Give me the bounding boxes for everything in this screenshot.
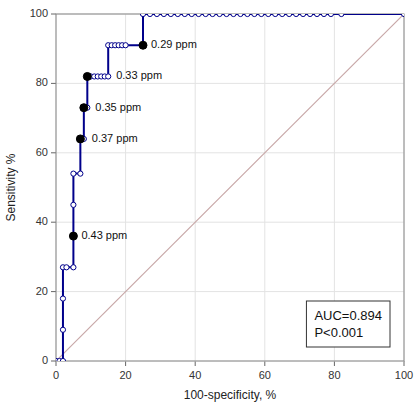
series-point bbox=[168, 14, 173, 17]
series-point bbox=[401, 14, 404, 17]
annotation-label: 0.37 ppm bbox=[92, 132, 138, 144]
annotation-label: 0.29 ppm bbox=[151, 38, 197, 50]
series-point bbox=[154, 14, 159, 17]
stat-text: AUC=0.894 bbox=[314, 308, 382, 323]
series-point bbox=[328, 14, 333, 17]
series-point bbox=[64, 265, 69, 270]
annotation-label: 0.43 ppm bbox=[81, 229, 127, 241]
x-tick bbox=[404, 361, 405, 366]
y-tick-label: 40 bbox=[36, 215, 48, 227]
y-tick bbox=[51, 14, 56, 15]
x-tick-label: 100 bbox=[395, 369, 413, 381]
series-point bbox=[217, 14, 222, 17]
y-tick bbox=[51, 291, 56, 292]
axes: 0 20 40 60 80 100 0 20 40 60 80 100 bbox=[30, 7, 414, 381]
stat-box: AUC=0.894 P<0.001 bbox=[306, 301, 390, 347]
data-layer bbox=[56, 14, 404, 361]
x-tick-label: 20 bbox=[119, 369, 131, 381]
plot-area bbox=[56, 14, 404, 361]
series-point bbox=[224, 14, 229, 17]
series-point bbox=[210, 14, 215, 17]
x-tick bbox=[195, 361, 196, 366]
annotated-point bbox=[139, 41, 147, 49]
x-tick bbox=[334, 361, 335, 366]
series-line bbox=[56, 14, 404, 361]
stat-box-frame bbox=[306, 301, 390, 347]
x-grid-line bbox=[195, 14, 196, 361]
x-tick-label: 80 bbox=[328, 369, 340, 381]
series-point bbox=[175, 14, 180, 17]
series-line bbox=[56, 14, 404, 361]
x-grid-line bbox=[125, 14, 126, 361]
annotated-point bbox=[69, 232, 77, 240]
y-tick-label: 100 bbox=[30, 7, 48, 19]
x-axis-label: 100-specificity, % bbox=[184, 388, 277, 402]
series-point bbox=[60, 358, 65, 361]
series-point bbox=[245, 14, 250, 17]
y-tick-label: 80 bbox=[36, 76, 48, 88]
y-tick bbox=[51, 152, 56, 153]
series-point bbox=[106, 74, 111, 79]
series-point bbox=[287, 14, 292, 17]
series-point bbox=[266, 14, 271, 17]
annotated-point bbox=[80, 104, 88, 112]
series-point bbox=[307, 14, 312, 17]
series-point bbox=[280, 14, 285, 17]
y-tick-label: 0 bbox=[42, 354, 48, 366]
series-point bbox=[71, 265, 76, 270]
x-grid-line bbox=[264, 14, 265, 361]
y-grid-line bbox=[56, 222, 404, 223]
x-tick bbox=[264, 361, 265, 366]
y-tick bbox=[51, 222, 56, 223]
annotated-point bbox=[76, 135, 84, 143]
series-point bbox=[252, 14, 257, 17]
x-tick bbox=[125, 361, 126, 366]
y-tick-label: 60 bbox=[36, 146, 48, 158]
series-point bbox=[294, 14, 299, 17]
y-tick bbox=[51, 83, 56, 84]
x-tick-label: 40 bbox=[189, 369, 201, 381]
series-point bbox=[314, 14, 319, 17]
chart: 0 20 40 60 80 100 0 20 40 60 80 100 0.43 ppm 0.33 ppm… bbox=[0, 0, 420, 409]
series-point bbox=[161, 14, 166, 17]
series-point bbox=[71, 202, 76, 207]
series-point bbox=[189, 14, 194, 17]
annotation-label: 0.33 ppm bbox=[116, 69, 162, 81]
series-point bbox=[196, 14, 201, 17]
y-grid-line bbox=[56, 152, 404, 153]
x-tick-label: 60 bbox=[259, 369, 271, 381]
series-point bbox=[238, 14, 243, 17]
y-grid-line bbox=[56, 291, 404, 292]
annotated-point bbox=[83, 72, 91, 80]
x-tick-label: 0 bbox=[53, 369, 59, 381]
annotation-label: 0.35 ppm bbox=[95, 101, 141, 113]
series-point bbox=[321, 14, 326, 17]
series-point bbox=[182, 14, 187, 17]
series-point bbox=[123, 43, 128, 48]
plot-frame bbox=[56, 14, 404, 361]
series-point bbox=[300, 14, 305, 17]
series-point bbox=[60, 296, 65, 301]
stat-text: P<0.001 bbox=[314, 325, 363, 340]
series-point bbox=[273, 14, 278, 17]
series-point bbox=[203, 14, 208, 17]
series bbox=[56, 14, 404, 361]
series-point bbox=[231, 14, 236, 17]
y-grid-line bbox=[56, 83, 404, 84]
series-point bbox=[339, 14, 344, 17]
annotation-labels: 0.43 ppm 0.33 ppm 0.35 ppm 0.37 ppm 0.29 ppm bbox=[81, 38, 196, 241]
x-tick bbox=[56, 361, 57, 366]
series-point bbox=[147, 14, 152, 17]
series-point bbox=[78, 171, 83, 176]
series-point bbox=[140, 14, 145, 17]
series-point bbox=[71, 171, 76, 176]
y-tick-label: 20 bbox=[36, 285, 48, 297]
series bbox=[56, 14, 404, 361]
y-axis-label: Sensitivity % bbox=[4, 153, 18, 221]
y-tick bbox=[51, 361, 56, 362]
series-point bbox=[259, 14, 264, 17]
series-point bbox=[60, 327, 65, 332]
